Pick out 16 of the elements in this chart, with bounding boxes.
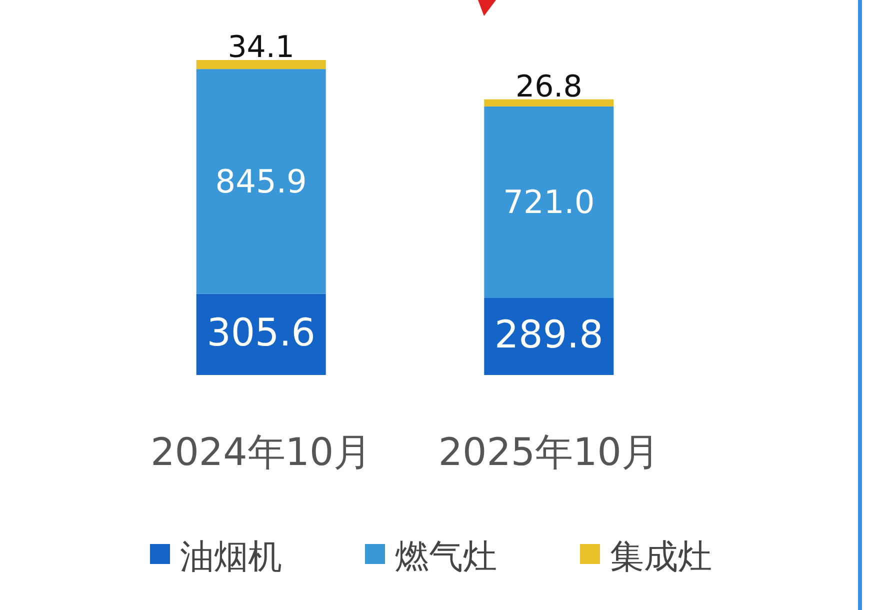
data-label: 845.9 [215, 162, 307, 200]
legend-label: 油烟机 [180, 537, 282, 577]
x-tick-label: 2025年10月 [438, 430, 660, 474]
x-tick-label: 2024年10月 [150, 430, 372, 474]
bar [484, 106, 614, 298]
legend-label: 集成灶 [610, 537, 712, 577]
data-label: 305.6 [206, 310, 316, 354]
bar [196, 69, 326, 294]
bar [196, 60, 326, 70]
data-label: 34.1 [228, 30, 294, 65]
bar [484, 99, 614, 106]
bar [196, 294, 326, 375]
data-label: 289.8 [494, 312, 604, 356]
data-label: 26.8 [516, 69, 582, 104]
legend-label: 燃气灶 [395, 537, 497, 577]
data-label: 721.0 [503, 183, 595, 222]
